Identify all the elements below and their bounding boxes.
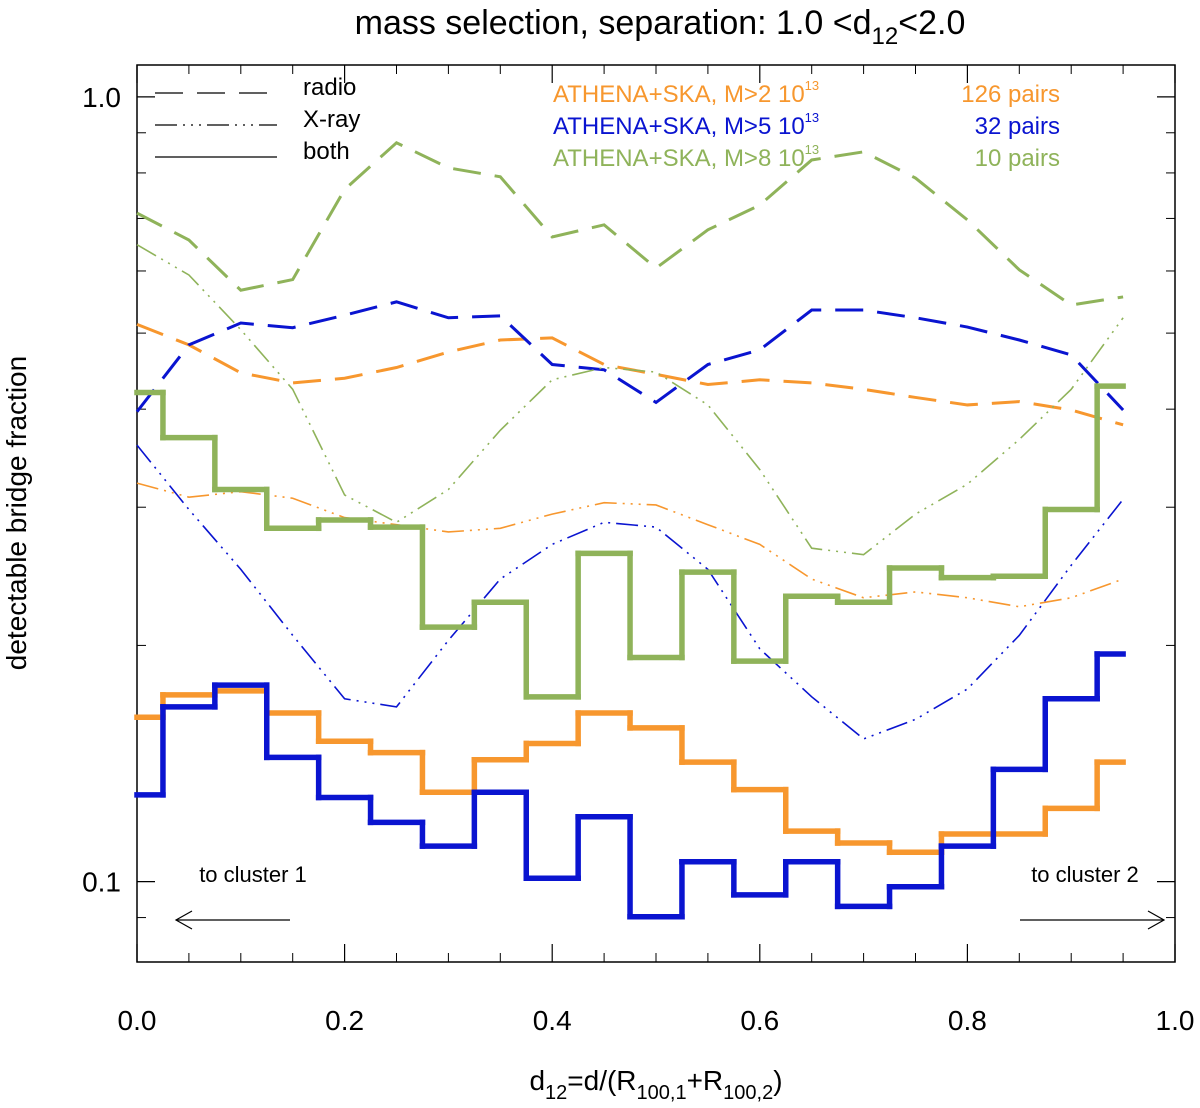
arrow-head (174, 910, 193, 930)
annotation: to cluster 2 (1031, 862, 1139, 887)
legend-exponent: 13 (805, 110, 819, 125)
radio-line (136, 140, 1124, 307)
annotation: to cluster 1 (199, 862, 307, 887)
y-axis-label: detectable bridge fraction (1, 356, 32, 670)
radio-line (136, 322, 1124, 427)
legend-exponent: 13 (805, 142, 819, 157)
chart-title: mass selection, separation: 1.0 <d12<2.0 (355, 4, 966, 50)
x-tick-label: 0.8 (948, 1005, 987, 1036)
xl: =d/(R (567, 1065, 636, 1096)
x-tick-label: 1.0 (1156, 1005, 1195, 1036)
title-end: <2.0 (898, 4, 965, 42)
xray-line (136, 244, 1124, 556)
radio-line (135, 300, 1125, 413)
legend-exponent: 13 (805, 78, 819, 93)
xl: +R (687, 1065, 724, 1096)
y-tick-label: 1.0 (82, 82, 121, 113)
arrow-head (1147, 910, 1166, 930)
y-tick-label: 0.1 (82, 867, 121, 898)
plot-frame (136, 64, 1176, 963)
legend-name: ATHENA+SKA, M>8 10 (553, 145, 805, 172)
xray-line (136, 482, 1124, 608)
xl: ) (773, 1065, 782, 1096)
xl: d (529, 1065, 545, 1096)
x-tick-label: 0.0 (118, 1005, 157, 1036)
legend-name: ATHENA+SKA, M>5 10 (553, 113, 805, 140)
legend-group: ATHENA+SKA, M>5 1013 (553, 110, 819, 140)
legend-label: both (303, 138, 350, 165)
xray-line (136, 444, 1124, 740)
legend-pairs: 10 pairs (975, 145, 1060, 172)
xl: 12 (545, 1082, 567, 1103)
legend-pairs: 32 pairs (975, 113, 1060, 140)
x-axis-label: d12=d/(R100,1+R100,2) (529, 1065, 782, 1103)
legend-label: radio (303, 74, 356, 101)
legend-group: ATHENA+SKA, M>2 1013 (553, 78, 819, 108)
x-tick-label: 0.2 (325, 1005, 364, 1036)
title-main: mass selection, separation: 1.0 <d (355, 4, 872, 42)
legend-pairs: 126 pairs (961, 81, 1060, 108)
legend-name: ATHENA+SKA, M>2 10 (553, 81, 805, 108)
arrows (174, 910, 1166, 930)
x-tick-label: 0.6 (740, 1005, 779, 1036)
x-tick-label: 0.4 (533, 1005, 572, 1036)
title-sub: 12 (872, 23, 899, 50)
both-steps (134, 383, 1126, 700)
both-steps (134, 651, 1126, 920)
xl: 100,1 (637, 1082, 687, 1103)
xl: 100,2 (723, 1082, 773, 1103)
legend-label: X-ray (303, 106, 360, 133)
legend-group: ATHENA+SKA, M>8 1013 (553, 142, 819, 172)
